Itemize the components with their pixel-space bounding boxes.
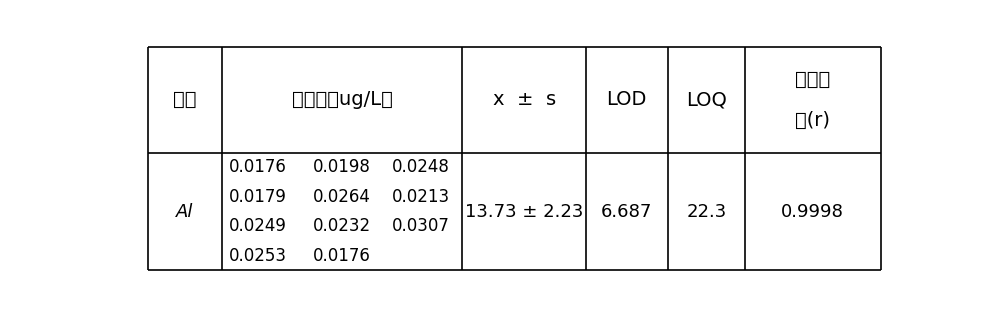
Text: 0.0179: 0.0179 <box>229 188 287 206</box>
Text: 0.0176: 0.0176 <box>229 158 287 177</box>
Text: LOQ: LOQ <box>686 90 727 110</box>
Text: 0.0248: 0.0248 <box>392 158 450 177</box>
Text: Al: Al <box>176 202 194 221</box>
Text: 线性系: 线性系 <box>795 70 830 89</box>
Text: 0.9998: 0.9998 <box>781 202 844 221</box>
Text: LOD: LOD <box>607 90 647 110</box>
Text: 0.0253: 0.0253 <box>229 247 287 265</box>
Text: 0.0249: 0.0249 <box>229 217 287 235</box>
Text: 0.0232: 0.0232 <box>313 217 371 235</box>
Text: 0.0176: 0.0176 <box>313 247 371 265</box>
Text: 0.0213: 0.0213 <box>392 188 450 206</box>
Text: 0.0198: 0.0198 <box>313 158 371 177</box>
Text: 数(r): 数(r) <box>795 111 830 130</box>
Text: 0.0307: 0.0307 <box>392 217 450 235</box>
Text: x  ±  s: x ± s <box>493 90 556 110</box>
Text: 22.3: 22.3 <box>686 202 726 221</box>
Text: 13.73 ± 2.23: 13.73 ± 2.23 <box>465 202 583 221</box>
Text: 测定值（ug/L）: 测定值（ug/L） <box>292 90 392 110</box>
Text: 元素: 元素 <box>173 90 197 110</box>
Text: 0.0264: 0.0264 <box>313 188 371 206</box>
Text: 6.687: 6.687 <box>601 202 652 221</box>
